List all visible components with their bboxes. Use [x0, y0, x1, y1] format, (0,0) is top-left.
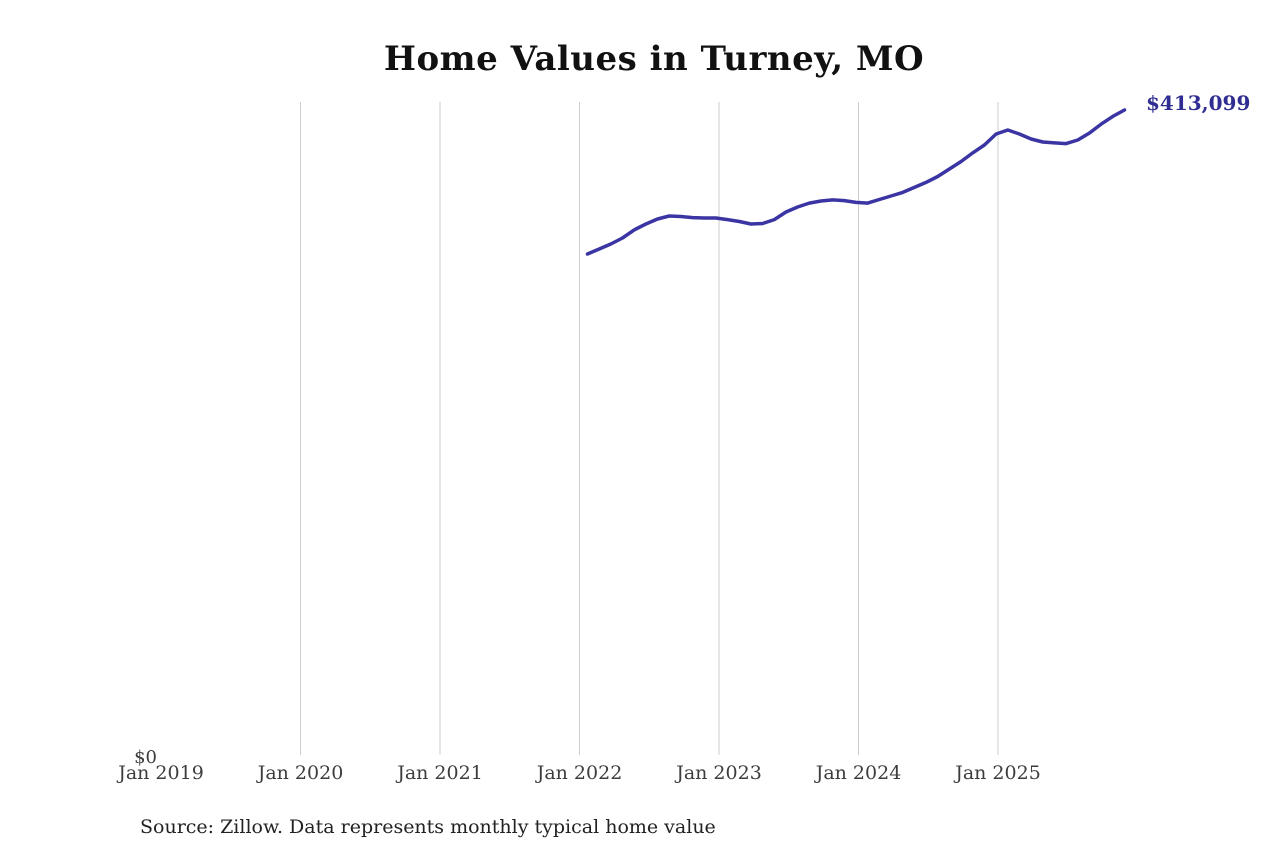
x-axis-tick-label: Jan 2025 — [955, 762, 1041, 784]
x-axis-tick-label: Jan 2023 — [676, 762, 762, 784]
x-axis-tick-label: Jan 2024 — [815, 762, 902, 784]
y-axis-zero-tick-label: $0 — [134, 747, 157, 768]
source-note: Source: Zillow. Data represents monthly … — [140, 816, 716, 838]
x-axis-tick-label: Jan 2021 — [397, 762, 483, 784]
x-axis-tick-label: Jan 2019 — [118, 762, 204, 784]
chart-title: Home Values in Turney, MO — [383, 39, 925, 79]
x-axis-tick-label: Jan 2020 — [257, 762, 344, 784]
end-value-label: $413,099 — [1146, 91, 1251, 115]
x-axis-tick-label: Jan 2022 — [536, 762, 623, 784]
home-value-line-series — [585, 108, 1127, 256]
